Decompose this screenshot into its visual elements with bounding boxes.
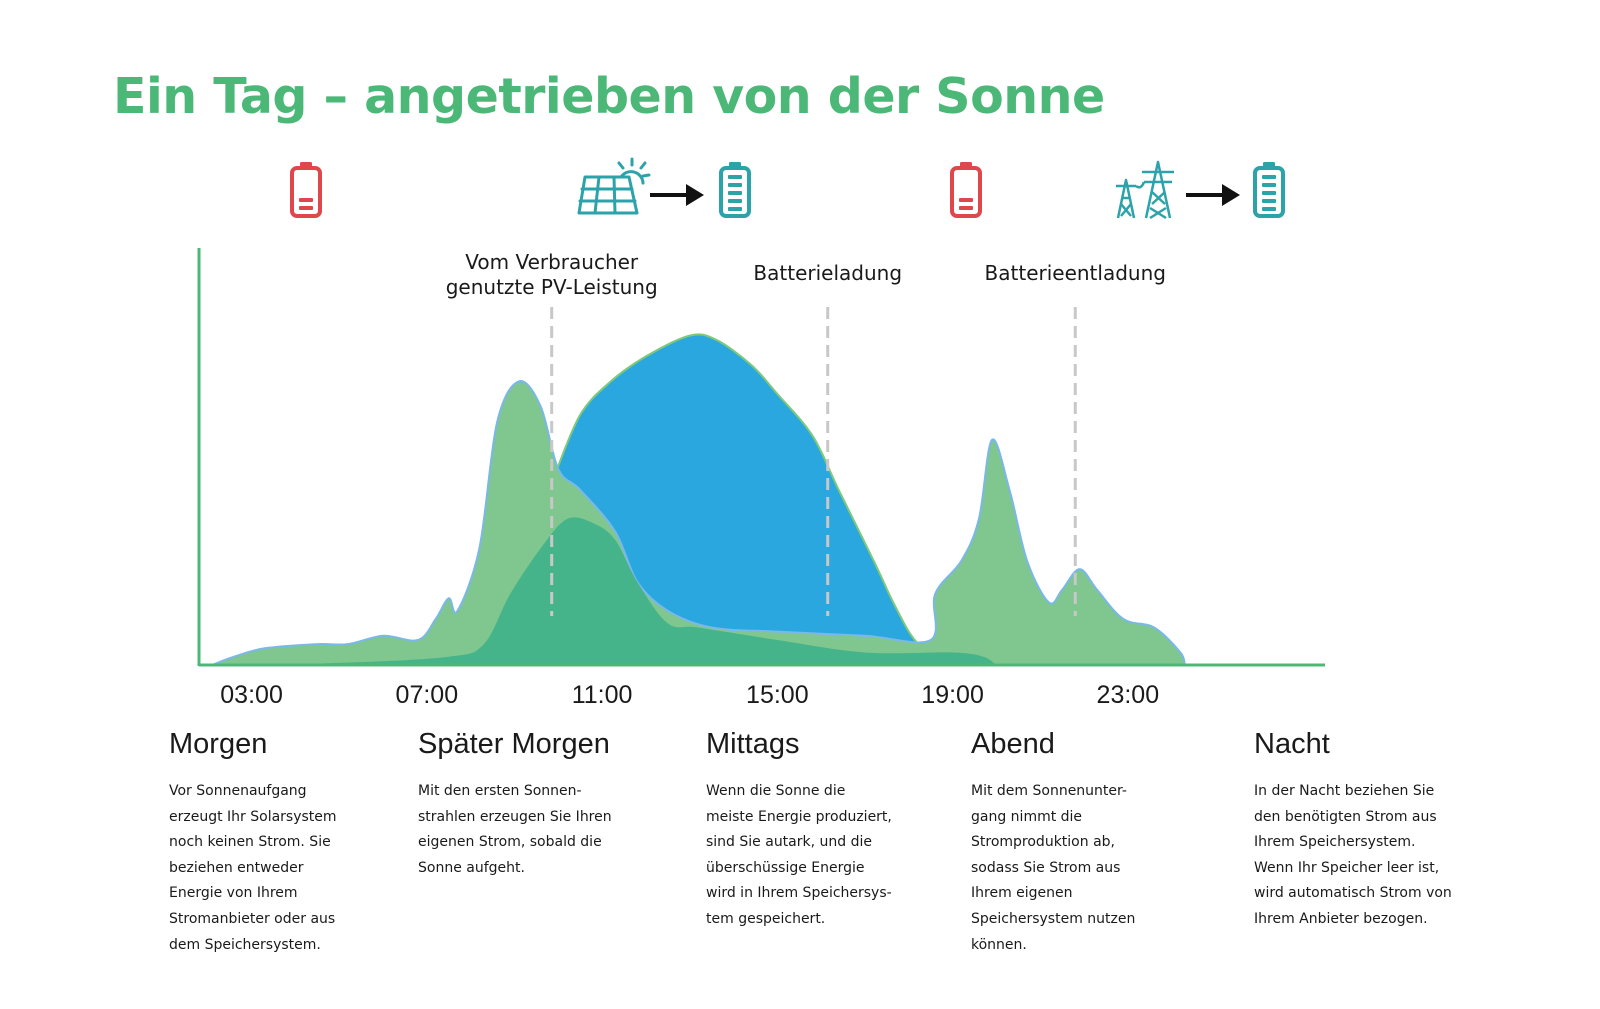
annotation-label: genutzte PV-Leistung bbox=[446, 275, 658, 299]
section-text: Mit dem Sonnenunter- gang nimmt die Stro… bbox=[971, 783, 1136, 953]
chart-axes bbox=[197, 248, 1325, 667]
x-tick-label: 07:00 bbox=[396, 681, 459, 709]
solar-panel-icon bbox=[577, 157, 651, 215]
section-morgen: Morgen Vor Sonnenaufgang erzeugt Ihr Sol… bbox=[169, 728, 409, 958]
section-nacht: Nacht In der Nacht beziehen Sie den benö… bbox=[1254, 728, 1494, 933]
x-tick-labels: 03:00 07:00 11:00 15:00 19:00 23:00 bbox=[220, 681, 1159, 709]
x-tick-label: 15:00 bbox=[746, 681, 809, 709]
battery-empty-icon bbox=[950, 162, 982, 218]
annotation-label: Batterieentladung bbox=[985, 261, 1166, 285]
section-mittags: Mittags Wenn die Sonne die meiste Energi… bbox=[706, 728, 946, 933]
annotation-label: Vom Verbraucher bbox=[465, 250, 639, 274]
chart-areas bbox=[211, 333, 1186, 666]
section-heading: Später Morgen bbox=[418, 728, 610, 760]
outline-consumption bbox=[211, 380, 1186, 666]
area-pv bbox=[553, 334, 931, 665]
arrow-right-icon bbox=[1186, 184, 1240, 206]
section-text: Wenn die Sonne die meiste Energie produz… bbox=[706, 783, 892, 927]
section-heading: Nacht bbox=[1254, 728, 1330, 760]
battery-empty-icon bbox=[290, 162, 322, 218]
solar-day-chart: 03:00 07:00 11:00 15:00 19:00 23:00 Vom Verbr… bbox=[197, 157, 1325, 709]
section-heading: Morgen bbox=[169, 728, 268, 760]
section-text: In der Nacht beziehen Sie den benötigten… bbox=[1254, 783, 1452, 927]
power-pylon-icon bbox=[1116, 160, 1174, 220]
x-tick-label: 19:00 bbox=[921, 681, 984, 709]
section-spaeter-morgen: Später Morgen Mit den ersten Sonnen- str… bbox=[418, 728, 658, 881]
chart-guides bbox=[550, 307, 1077, 616]
outline-pv bbox=[552, 333, 932, 658]
x-tick-label: 23:00 bbox=[1097, 681, 1160, 709]
section-heading: Mittags bbox=[706, 728, 800, 760]
page-title: Ein Tag – angetrieben von der Sonne bbox=[113, 68, 1105, 125]
section-abend: Abend Mit dem Sonnenunter- gang nimmt di… bbox=[971, 728, 1211, 958]
section-text: Mit den ersten Sonnen- strahlen erzeugen… bbox=[418, 783, 612, 876]
icon-row bbox=[290, 157, 1285, 220]
section-heading: Abend bbox=[971, 728, 1055, 760]
area-battery-charge bbox=[212, 517, 997, 665]
section-text: Vor Sonnenaufgang erzeugt Ihr Solarsyste… bbox=[169, 783, 337, 953]
x-tick-label: 11:00 bbox=[572, 681, 633, 709]
x-tick-label: 03:00 bbox=[220, 681, 283, 709]
battery-full-icon bbox=[719, 162, 751, 218]
battery-full-icon bbox=[1253, 162, 1285, 218]
annotation-label: Batterieladung bbox=[753, 261, 902, 285]
area-consumption bbox=[212, 381, 1185, 665]
arrow-right-icon bbox=[650, 184, 704, 206]
